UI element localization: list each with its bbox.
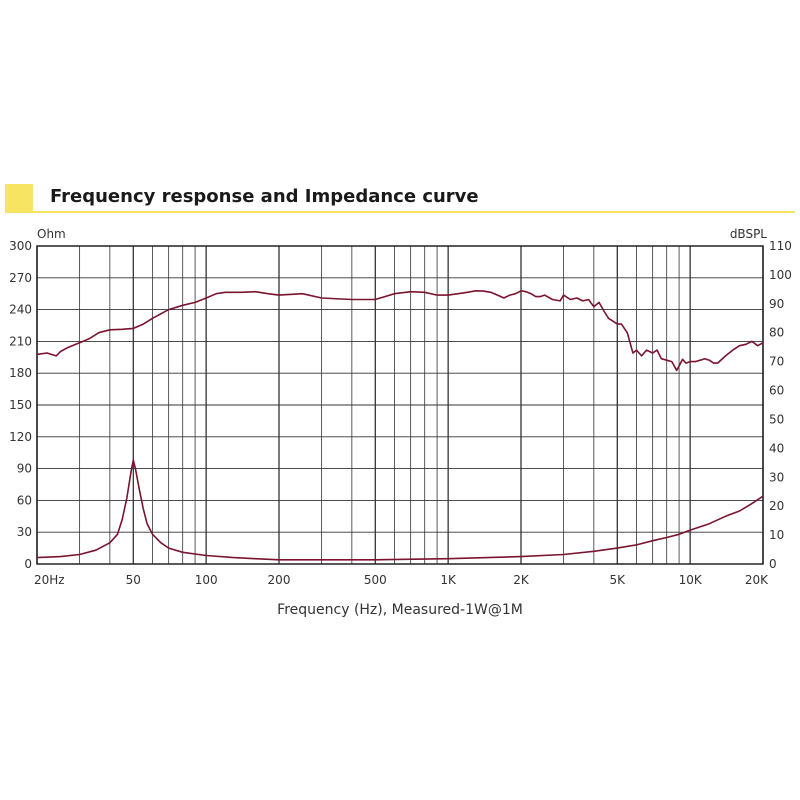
left-tick-label: 60 <box>17 493 32 507</box>
left-tick-label: 30 <box>17 525 32 539</box>
chart-title: Frequency response and Impedance curve <box>50 186 479 207</box>
right-tick-label: 60 <box>769 384 784 398</box>
x-tick-label: 10K <box>679 573 703 587</box>
title-underline <box>5 211 795 213</box>
left-tick-label: 120 <box>9 430 32 444</box>
left-tick-label: 210 <box>9 334 32 348</box>
right-tick-label: 100 <box>769 268 792 282</box>
x-tick-label: 20K <box>745 573 769 587</box>
title-bar: Frequency response and Impedance curve <box>0 184 800 214</box>
x-axis-title: Frequency (Hz), Measured-1W@1M <box>277 602 523 618</box>
x-axis-ticks: 20Hz 50 100 200 500 1K 2K 5K 10K 20K <box>34 573 769 587</box>
left-tick-label: 240 <box>9 303 32 317</box>
right-axis-unit: dBSPL <box>730 227 767 241</box>
plot-frame <box>36 245 764 565</box>
left-tick-label: 270 <box>9 271 32 285</box>
x-tick-label: 50 <box>126 573 141 587</box>
x-tick-label: 1K <box>440 573 457 587</box>
x-tick-label: 2K <box>513 573 530 587</box>
right-tick-label: 50 <box>769 412 784 426</box>
x-tick-label: 100 <box>195 573 218 587</box>
left-tick-label: 90 <box>17 462 32 476</box>
right-tick-label: 30 <box>769 470 784 484</box>
right-tick-label: 20 <box>769 499 784 513</box>
left-tick-label: 180 <box>9 366 32 380</box>
right-tick-label: 70 <box>769 355 784 369</box>
right-tick-label: 110 <box>769 239 792 253</box>
x-tick-label: 500 <box>364 573 387 587</box>
x-tick-label: 5K <box>610 573 627 587</box>
right-tick-label: 90 <box>769 297 784 311</box>
left-tick-label: 0 <box>24 557 32 571</box>
right-tick-label: 80 <box>769 326 784 340</box>
right-axis-ticks: 0 10 20 30 40 50 60 70 80 90 100 110 <box>769 239 792 571</box>
left-axis-unit: Ohm <box>37 227 66 241</box>
curves <box>36 290 764 561</box>
left-tick-label: 150 <box>9 398 32 412</box>
x-tick-label: 200 <box>268 573 291 587</box>
right-tick-label: 10 <box>769 528 784 542</box>
left-axis-ticks: 0 30 60 90 120 150 180 210 240 270 300 <box>9 239 32 571</box>
x-tick-label: 20Hz <box>34 573 65 587</box>
title-accent-block <box>5 184 33 212</box>
impedance-curve-line <box>36 459 764 561</box>
frequency-response-line <box>36 290 764 372</box>
left-tick-label: 300 <box>9 239 32 253</box>
right-tick-label: 0 <box>769 557 777 571</box>
right-tick-label: 40 <box>769 441 784 455</box>
